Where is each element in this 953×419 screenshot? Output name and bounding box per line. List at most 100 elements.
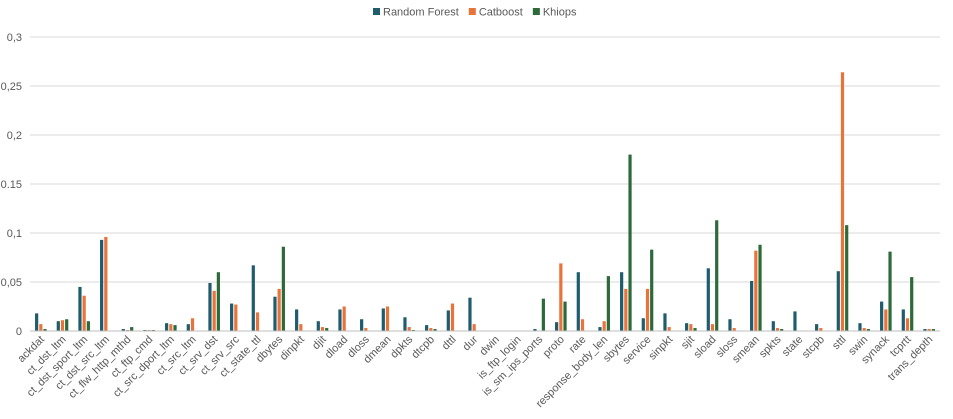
bar xyxy=(251,265,255,331)
bar xyxy=(186,324,190,331)
bar xyxy=(754,250,758,331)
bar xyxy=(165,323,169,331)
bar xyxy=(663,313,667,331)
bar xyxy=(360,319,364,331)
bar xyxy=(819,328,823,331)
bar xyxy=(866,329,870,331)
bar xyxy=(927,329,931,331)
x-tick-label: sinpkt xyxy=(646,334,675,363)
x-axis-ticks: ackdatct_dst_ltmct_dst_sport_ltmct_dst_s… xyxy=(16,333,936,410)
bar xyxy=(602,321,606,331)
bar xyxy=(598,327,602,331)
bar xyxy=(277,288,281,331)
bar xyxy=(750,281,754,331)
bar xyxy=(100,239,104,331)
bar xyxy=(316,321,320,331)
bar xyxy=(728,319,732,331)
bar xyxy=(667,327,671,331)
bar xyxy=(910,277,914,331)
series-catboost xyxy=(39,72,931,331)
bar xyxy=(429,328,433,331)
bar xyxy=(364,328,368,331)
x-tick-label: dpkts xyxy=(388,333,415,360)
bar xyxy=(685,323,689,331)
bar xyxy=(216,272,220,331)
bar xyxy=(190,318,195,331)
bar xyxy=(641,318,645,331)
bar xyxy=(169,324,173,331)
x-tick-label: sload xyxy=(692,334,719,361)
bar xyxy=(121,329,125,331)
legend-label: Catboost xyxy=(479,7,523,19)
bar xyxy=(606,276,610,331)
bar xyxy=(840,72,845,331)
bar xyxy=(836,271,840,331)
bar xyxy=(472,324,476,331)
bar xyxy=(281,246,285,331)
bar xyxy=(35,313,39,331)
bar xyxy=(433,329,437,331)
bar xyxy=(710,324,715,331)
y-tick-label: 0,2 xyxy=(7,130,22,142)
bar xyxy=(845,225,849,331)
bar xyxy=(320,327,325,331)
bar xyxy=(780,329,784,331)
x-tick-label: dttl xyxy=(440,334,459,353)
legend: Random Forest Catboost Khiops xyxy=(373,7,577,19)
legend-swatch xyxy=(373,8,380,15)
bar xyxy=(212,290,216,331)
bar xyxy=(407,327,411,331)
legend-label: Random Forest xyxy=(383,7,459,19)
bar xyxy=(104,236,108,331)
bar xyxy=(775,328,780,331)
bar xyxy=(65,319,69,331)
legend-item: Catboost xyxy=(468,7,523,19)
bar xyxy=(425,325,429,331)
bar xyxy=(576,272,580,331)
y-tick-label: 0 xyxy=(16,326,22,338)
bar xyxy=(923,329,927,331)
bar xyxy=(78,286,82,331)
bar xyxy=(325,328,329,331)
x-tick-label: dtcpb xyxy=(409,334,437,362)
x-tick-label: dinpkt xyxy=(278,334,307,363)
bar xyxy=(130,327,134,331)
x-tick-label: dload xyxy=(323,334,351,362)
legend-label: Khiops xyxy=(543,7,577,19)
bar xyxy=(862,328,866,331)
legend-item: Khiops xyxy=(532,7,577,19)
bar xyxy=(689,324,693,331)
y-tick-label: 0,05 xyxy=(1,277,22,289)
bar xyxy=(732,328,736,331)
y-tick-label: 0.15 xyxy=(1,179,22,191)
bar xyxy=(693,328,697,331)
bar xyxy=(645,288,650,331)
legend-item: Random Forest xyxy=(373,7,459,19)
bar xyxy=(815,324,819,331)
y-tick-label: 0,3 xyxy=(7,32,22,44)
bar xyxy=(39,324,43,331)
bar xyxy=(620,272,624,331)
x-tick-label: proto xyxy=(541,334,567,360)
bar xyxy=(381,308,385,331)
y-axis-ticks: 0 0,05 0,1 0.15 0,2 0,25 0,3 xyxy=(1,32,22,338)
bar xyxy=(299,324,303,331)
bar xyxy=(295,309,299,331)
bar xyxy=(628,154,632,331)
bar xyxy=(82,295,86,331)
bar xyxy=(884,309,888,331)
bar xyxy=(403,317,407,331)
bar xyxy=(60,320,65,331)
bar xyxy=(43,329,47,331)
bar xyxy=(450,303,455,331)
bar xyxy=(56,321,60,331)
bar xyxy=(468,297,472,331)
bar xyxy=(758,244,762,331)
bar xyxy=(230,303,234,331)
legend-swatch xyxy=(532,8,540,15)
bar xyxy=(771,321,775,331)
bar xyxy=(533,329,537,331)
bar xyxy=(173,325,177,331)
